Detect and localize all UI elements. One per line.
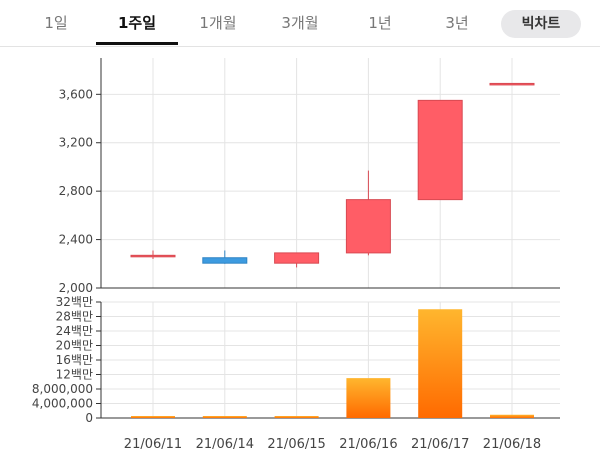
price-candles — [130, 82, 535, 268]
volume-tick-label: 0 — [85, 411, 93, 425]
x-tick-label: 21/06/15 — [267, 437, 325, 452]
tab-1-year[interactable]: 1년 — [368, 14, 392, 32]
candle-body — [130, 254, 176, 258]
price-axis: 2,000 2,400 2,800 3,200 3,600 — [59, 58, 560, 295]
volume-bar — [131, 416, 175, 418]
tab-1-day[interactable]: 1일 — [44, 14, 68, 32]
candle-body — [274, 252, 320, 264]
x-tick-label: 21/06/16 — [339, 437, 397, 452]
volume-tick-label: 12백만 — [56, 368, 93, 382]
volume-tick-label: 8,000,000 — [32, 382, 93, 396]
volume-bar — [418, 309, 463, 418]
volume-bar — [274, 416, 319, 418]
volume-tick-label: 24백만 — [56, 324, 93, 338]
price-tick-label: 3,200 — [59, 136, 93, 150]
price-grid — [101, 58, 560, 289]
volume-tick-label: 32백만 — [56, 295, 93, 309]
volume-tick-label: 28백만 — [56, 310, 93, 324]
tab-1-week[interactable]: 1주일 — [117, 14, 157, 32]
volume-tick-label: 20백만 — [56, 339, 93, 353]
price-tick-label: 2,400 — [59, 233, 93, 247]
x-tick-label: 21/06/18 — [483, 437, 541, 452]
x-tick-label: 21/06/14 — [196, 437, 254, 452]
candle-body — [417, 99, 463, 201]
big-chart-button[interactable]: 빅차트 — [501, 10, 581, 38]
volume-axis: 04,000,0008,000,00012백만16백만20백만24백만28백만3… — [32, 295, 560, 425]
tab-1-month[interactable]: 1개월 — [199, 14, 237, 32]
price-tick-label: 3,600 — [59, 87, 93, 101]
price-tick-label: 2,000 — [59, 281, 93, 295]
period-tabs: 1일 1주일 1개월 3개월 1년 3년 빅차트 — [0, 0, 600, 47]
tab-3-year[interactable]: 3년 — [445, 14, 469, 32]
volume-bars — [131, 309, 534, 418]
candle-body — [489, 82, 535, 86]
volume-tick-label: 16백만 — [56, 353, 93, 367]
x-tick-label: 21/06/17 — [411, 437, 469, 452]
active-tab-underline — [96, 42, 178, 45]
x-axis-labels: 21/06/11 21/06/14 21/06/15 21/06/16 21/06/17… — [124, 437, 541, 452]
candle-body — [202, 257, 248, 264]
candle-body — [345, 199, 391, 254]
volume-grid — [101, 301, 560, 418]
volume-tick-label: 4,000,000 — [32, 397, 93, 411]
volume-bar — [346, 378, 391, 418]
price-tick-label: 2,800 — [59, 184, 93, 198]
volume-bar — [202, 416, 247, 418]
volume-bar — [490, 414, 534, 418]
tab-3-month[interactable]: 3개월 — [281, 14, 319, 32]
x-tick-label: 21/06/11 — [124, 437, 182, 452]
